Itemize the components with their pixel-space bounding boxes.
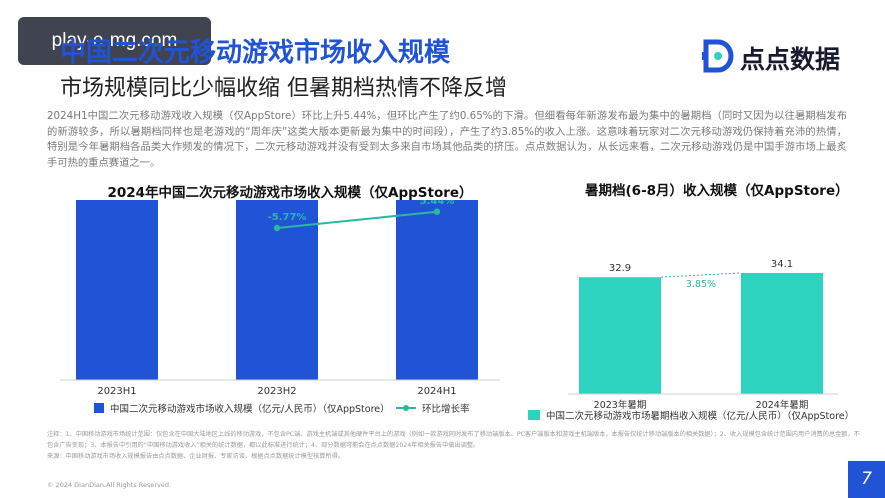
chart2-growth-label: 3.85% [686,279,716,290]
chart2-title: 暑期档(6-8月）收入规模（仅AppStore） [585,183,849,199]
brand-logo-text: 点点数据 [740,45,841,74]
chart2-bar [741,272,823,394]
chart2-legend-swatch [528,410,540,420]
chart2-growth-connector [660,272,742,278]
chart2-bar [579,277,661,394]
chart1-growth-point [433,208,441,215]
page-subtitle: 市场规模同比少幅收缩 但暑期档热情不降反增 [60,76,507,101]
footnote-source: 来源：中国移动游戏市场收入规模报告由点点数据、企业财报、专家访谈、根据点点数据统… [47,453,344,460]
chart1-title: 2024年中国二次元移动游戏市场收入规模（仅AppStore） [107,185,473,201]
chart2-category-label: 2024年暑期 [756,399,809,411]
chart1-category-label: 2023H2 [257,386,296,397]
chart1-bar [76,200,158,380]
chart2-value-label: 32.9 [609,263,631,274]
chart1-legend-line-label: 环比增长率 [422,403,470,415]
copyright: © 2024 DianDian.All Rights Reserved. [47,481,172,489]
chart1-growth-point [273,224,281,232]
chart1-legend-bar-swatch [94,403,104,413]
chart1-growth-line [276,210,438,229]
page-number: 7 [848,461,885,498]
summary-paragraph: 2024H1中国二次元移动游戏收入规模（仅AppStore）环比上升5.44%，… [47,110,847,169]
chart1: 82.42023H177.72023H281.92024H1 -5.77%5.4… [60,200,500,415]
brand-logo-icon [702,39,734,73]
chart1-growth-label: 5.44% [420,200,455,207]
footnote-annotation: 注释：1、中国移动游戏市场统计范围：仅包含在中国大陆地区上线的移动游戏，不包含P… [47,431,860,449]
chart2-legend-label: 中国二次元移动游戏市场暑期档收入规模（亿元/人民币）（仅AppStore） [546,410,854,422]
watermark-label: play-e-mg.com [18,17,211,65]
chart1-category-label: 2023H1 [97,386,136,397]
chart1-bar [396,200,478,380]
chart2: 32.9 2023年暑期 34.1 2024年暑期 3.85% 中国二次元移动游戏市场暑… [528,259,854,422]
chart2-value-label: 34.1 [771,259,793,270]
chart1-growth-label: -5.77% [268,212,307,223]
chart1-legend-bar-label: 中国二次元移动游戏市场收入规模（亿元/人民币）（仅AppStore） [110,403,390,415]
footnotes: 注释：1、中国移动游戏市场统计范围：仅包含在中国大陆地区上线的移动游戏，不包含P… [47,429,862,462]
chart2-category-label: 2023年暑期 [594,399,647,411]
chart1-category-label: 2024H1 [417,386,456,397]
chart1-legend-line-dot [403,405,409,411]
page-title: 中国二次元移动游戏市场收入规模 [60,38,451,68]
